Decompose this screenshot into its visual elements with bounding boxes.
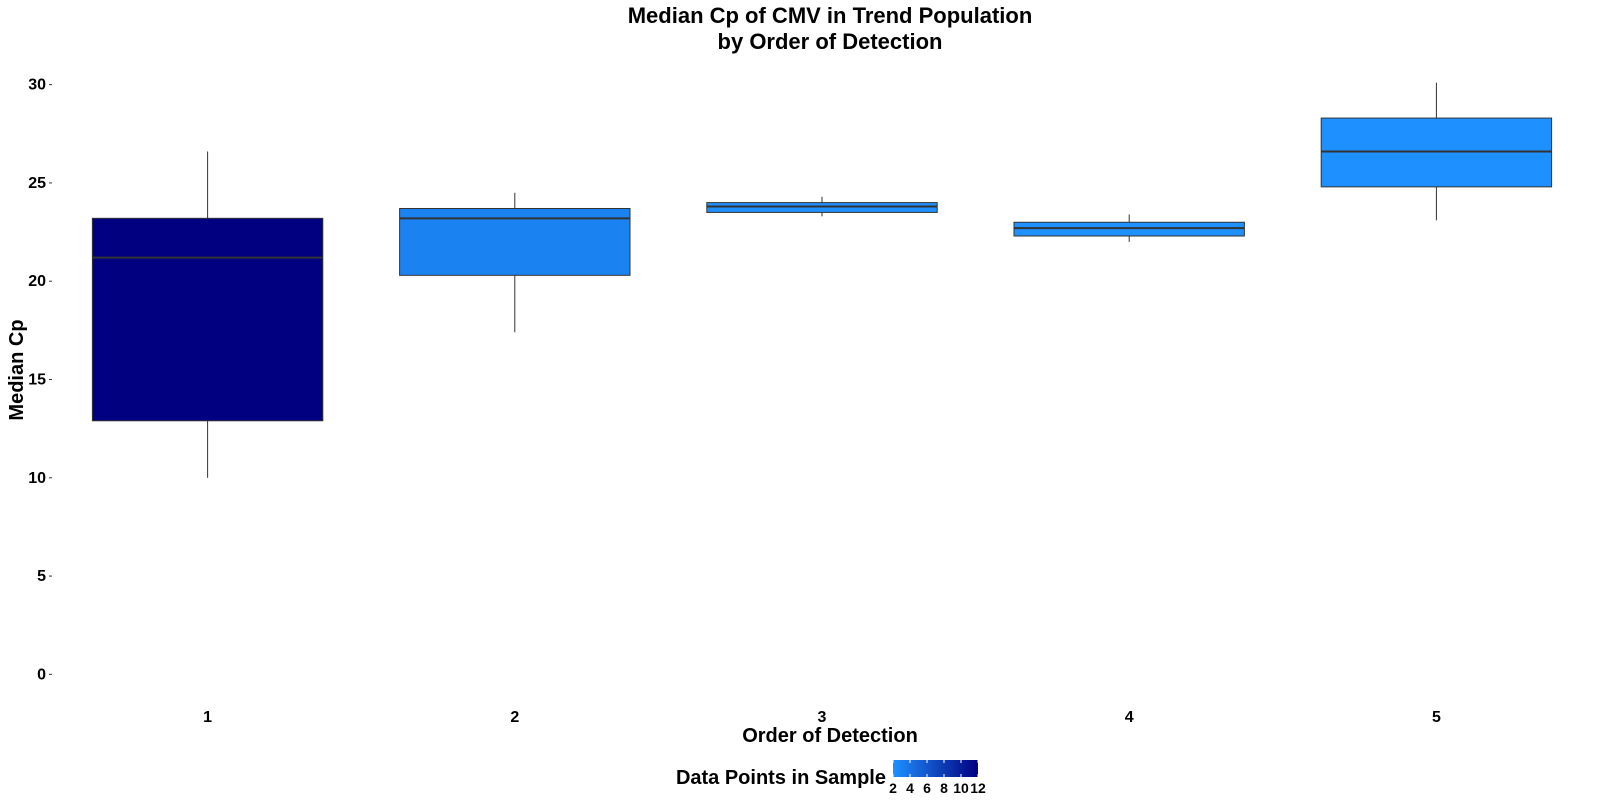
legend: Data Points in Sample 2 4 6 8 10 12 (676, 760, 986, 796)
y-axis: 0 5 10 15 20 25 30 (28, 77, 52, 683)
x-tick-label: 3 (818, 709, 827, 726)
box-3 (706, 196, 938, 217)
x-tick-label: 1 (203, 709, 212, 726)
y-tick-label: 15 (28, 372, 46, 389)
y-axis-title: Median Cp (6, 319, 28, 420)
box-4 (1013, 214, 1245, 242)
box-5 (1320, 82, 1553, 221)
x-tick-label: 5 (1432, 709, 1441, 726)
y-tick-label: 5 (37, 568, 46, 585)
legend-tick-label: 6 (923, 780, 931, 796)
legend-ticks: 2 4 6 8 10 12 (889, 760, 986, 796)
chart-title-line-2: by Order of Detection (718, 29, 943, 54)
x-axis: 1 2 3 4 5 (203, 709, 1441, 726)
x-tick-label: 2 (510, 709, 519, 726)
box-series (91, 82, 1553, 478)
box-body (91, 217, 324, 422)
x-axis-title: Order of Detection (742, 725, 918, 747)
legend-tick-label: 2 (889, 780, 897, 796)
x-tick-label: 4 (1125, 709, 1134, 726)
legend-tick-label: 12 (970, 780, 986, 796)
legend-title: Data Points in Sample (676, 767, 886, 789)
chart-title-line-1: Median Cp of CMV in Trend Population (628, 3, 1033, 28)
box-body (399, 207, 631, 276)
y-tick-label: 0 (37, 666, 46, 683)
legend-color-bar (893, 760, 978, 777)
legend-tick-label: 8 (940, 780, 948, 796)
y-tick-label: 25 (28, 175, 46, 192)
box-1 (91, 151, 324, 478)
y-tick-label: 30 (28, 77, 46, 94)
legend-tick-label: 4 (906, 780, 914, 796)
box-2 (399, 192, 631, 333)
y-tick-label: 10 (28, 470, 46, 487)
y-tick-label: 20 (28, 273, 46, 290)
legend-tick-label: 10 (953, 780, 969, 796)
